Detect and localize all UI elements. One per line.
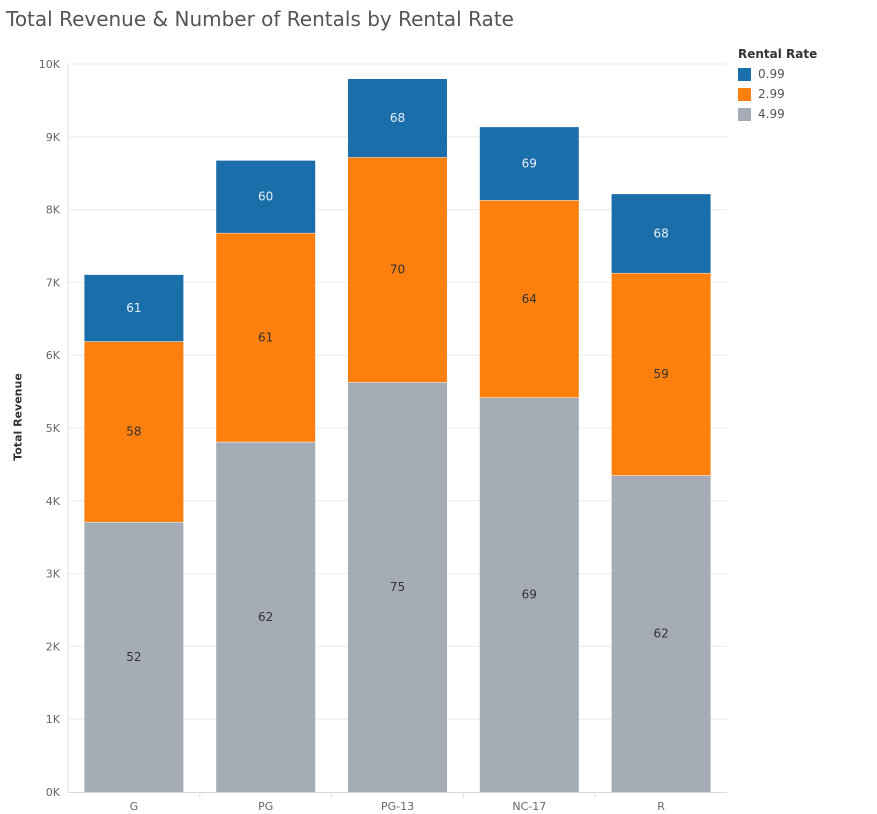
data-label: 62 <box>258 610 273 624</box>
bars <box>84 78 711 792</box>
bar-segment-g-0-99[interactable] <box>84 274 184 342</box>
bar-segment-pg-13-4-99[interactable] <box>348 382 447 792</box>
bar-segment-r-0-99[interactable] <box>611 193 711 273</box>
y-tick-label: 4K <box>46 495 61 508</box>
bar-segment-pg-13-0-99[interactable] <box>348 78 447 158</box>
y-tick-label: 1K <box>46 713 61 726</box>
bar-segment-nc-17-0-99[interactable] <box>479 126 579 201</box>
legend-title: Rental Rate <box>738 47 818 61</box>
legend-item-2-99[interactable]: 2.99 <box>738 84 817 104</box>
data-label: 68 <box>390 111 405 125</box>
legend-item-4-99[interactable]: 4.99 <box>738 104 817 124</box>
legend-label: 0.99 <box>758 67 785 81</box>
bar-segment-r-4-99[interactable] <box>611 475 711 792</box>
x-tick-label: NC-17 <box>512 800 546 813</box>
x-tick-label: G <box>130 800 139 813</box>
bar-segment-g-4-99[interactable] <box>84 521 184 792</box>
legend-swatch <box>738 87 751 101</box>
legend[interactable]: Rental Rate 0.99 2.99 4.99 <box>738 47 817 124</box>
y-tick-label: 3K <box>46 568 61 581</box>
data-label: 58 <box>126 425 141 439</box>
data-label: 52 <box>126 650 141 664</box>
x-tick-label: R <box>657 800 665 813</box>
x-tick-label: PG <box>258 800 273 813</box>
y-tick-label: 5K <box>46 422 61 435</box>
y-tick-label: 7K <box>46 276 61 289</box>
y-axis-title: Total Revenue <box>11 373 25 461</box>
data-label: 68 <box>653 226 668 240</box>
legend-swatch <box>738 67 751 81</box>
bar-segment-pg-4-99[interactable] <box>216 441 316 792</box>
data-label: 59 <box>653 367 668 381</box>
x-tick-label: PG-13 <box>381 800 414 813</box>
legend-swatch <box>738 107 751 121</box>
y-tick-label: 9K <box>46 131 61 144</box>
data-label: 61 <box>126 301 141 315</box>
y-tick-label: 8K <box>46 204 61 217</box>
bar-labels: 52 58 61 62 61 60 75 70 68 69 64 69 62 59 68 <box>126 111 668 664</box>
data-label: 69 <box>522 156 537 170</box>
y-tick-label: 0K <box>46 786 61 799</box>
bar-segment-r-2-99[interactable] <box>611 272 711 476</box>
data-label: 61 <box>258 330 273 344</box>
legend-item-0-99[interactable]: 0.99 <box>738 64 817 84</box>
bar-segment-g-2-99[interactable] <box>84 341 184 522</box>
axes: 0K 1K 2K 3K 4K 5K 6K 7K 8K 9K 10K G PG PG-13 NC-17 R <box>39 58 727 813</box>
data-label: 60 <box>258 189 273 203</box>
legend-label: 4.99 <box>758 107 785 121</box>
y-tick-label: 10K <box>39 58 61 71</box>
bar-segment-pg-2-99[interactable] <box>216 232 316 442</box>
data-label: 70 <box>390 263 405 277</box>
bar-segment-nc-17-4-99[interactable] <box>479 397 579 792</box>
legend-label: 2.99 <box>758 87 785 101</box>
chart-title: Total Revenue & Number of Rentals by Ren… <box>6 7 514 31</box>
data-label: 69 <box>522 588 537 602</box>
data-label: 62 <box>653 627 668 641</box>
data-label: 64 <box>522 292 537 306</box>
y-tick-label: 2K <box>46 640 61 653</box>
y-tick-label: 6K <box>46 349 61 362</box>
bar-segment-nc-17-2-99[interactable] <box>479 200 579 398</box>
bar-segment-pg-0-99[interactable] <box>216 160 316 233</box>
data-label: 75 <box>390 580 405 594</box>
bar-segment-pg-13-2-99[interactable] <box>348 157 447 383</box>
